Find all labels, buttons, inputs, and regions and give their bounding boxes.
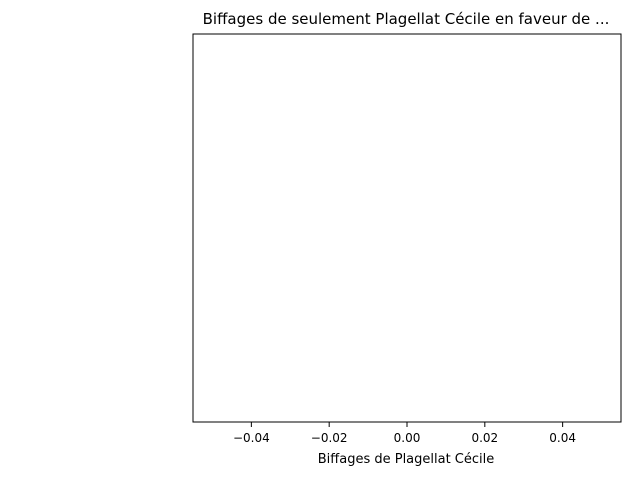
plot-area (192, 33, 622, 423)
x-tick-label: 0.00 (394, 431, 421, 445)
x-axis-label: Biffages de Plagellat Cécile (318, 452, 495, 467)
x-axis-ticks: −0.04 −0.02 0.00 0.02 0.04 (233, 422, 576, 445)
x-tick-label: 0.02 (471, 431, 498, 445)
x-tick-label: −0.02 (311, 431, 348, 445)
chart-title: Biffages de seulement Plagellat Cécile e… (203, 10, 610, 28)
x-tick-label: −0.04 (233, 431, 270, 445)
x-tick-label: 0.04 (549, 431, 576, 445)
